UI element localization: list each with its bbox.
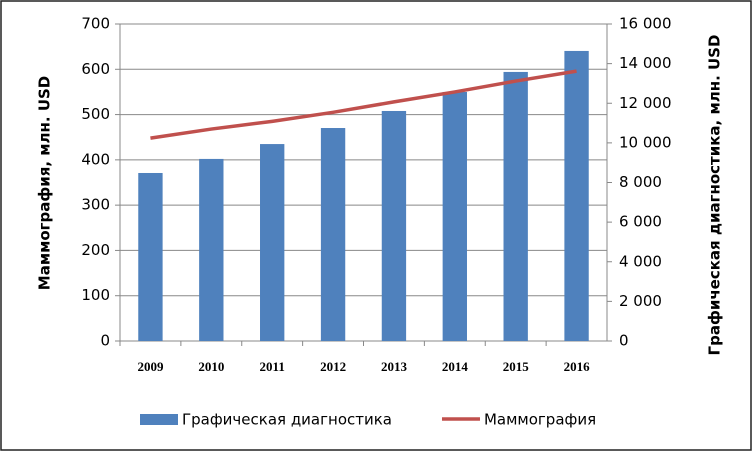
y2-tick-label: 0 [619,332,629,350]
y2-tick-label: 12 000 [619,94,672,112]
x-tick-label: 2011 [260,359,285,374]
y2-tick-label: 8 000 [619,173,662,191]
y-tick-label: 0 [100,332,110,350]
bar [260,144,285,341]
y-tick-label: 700 [81,15,110,33]
y-tick-label: 200 [81,241,110,259]
legend-label: Маммография [484,411,596,429]
y-tick-label: 300 [81,196,110,214]
x-tick-label: 2009 [137,359,164,374]
y-axis-title: Маммография, млн. USD [36,76,54,290]
x-tick-label: 2014 [442,359,469,374]
bar [442,91,467,341]
y2-tick-label: 14 000 [619,54,672,72]
bar [320,128,346,341]
x-tick-label: 2010 [198,359,224,374]
x-tick-label: 2016 [564,359,591,374]
bar [381,110,407,342]
bar [503,71,528,341]
y-tick-label: 500 [81,105,110,123]
y2-tick-label: 4 000 [619,252,662,270]
y2-axis-title: Графическая диагностика, млн. USD [706,35,724,356]
bar [138,172,163,341]
y2-tick-label: 6 000 [619,213,662,231]
y2-tick-label: 2 000 [619,292,662,310]
bar [199,158,224,341]
legend-label: Графическая диагностика [182,411,392,429]
y-tick-label: 100 [81,286,110,304]
y-tick-label: 600 [81,60,110,78]
x-tick-label: 2013 [381,359,408,374]
y2-tick-label: 16 000 [619,15,672,33]
x-tick-label: 2012 [320,359,346,374]
bar [564,50,589,341]
y2-tick-label: 10 000 [619,133,672,151]
line [150,69,577,140]
y-tick-label: 400 [81,150,110,168]
x-tick-label: 2015 [503,359,530,374]
legend-swatch [140,414,178,425]
